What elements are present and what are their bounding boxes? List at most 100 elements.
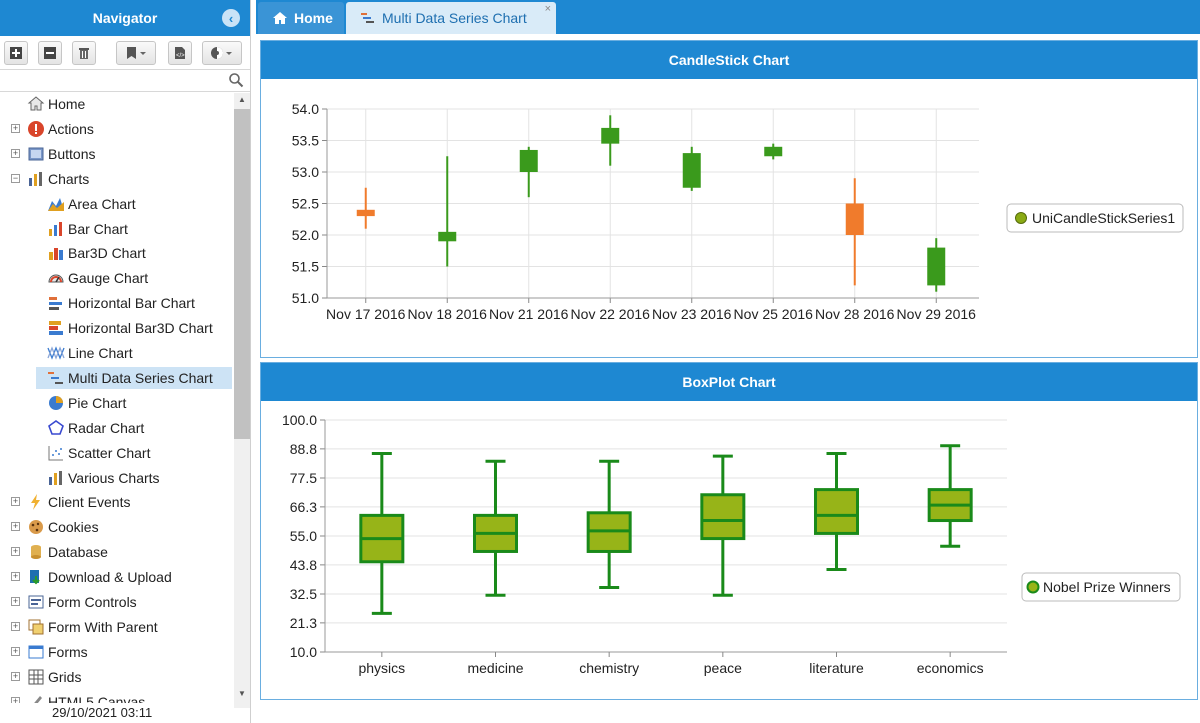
expand-toggle-icon[interactable]: + <box>11 670 20 681</box>
boxplot-panel: BoxPlot Chart 10.0 21.3 32.5 43.8 55.0 66.3 77… <box>260 362 1198 700</box>
expand-toggle-icon[interactable]: + <box>11 122 20 133</box>
line-chart-icon <box>47 344 65 362</box>
y-tick-label: 32.5 <box>290 586 317 602</box>
expand-toggle-icon[interactable]: + <box>11 645 20 656</box>
y-tick-label: 54.0 <box>292 101 319 117</box>
y-tick-label: 52.0 <box>292 227 319 243</box>
tree-item-form-with-parent[interactable]: Form With Parent <box>27 616 158 638</box>
delete-button[interactable] <box>72 41 96 65</box>
navigator-panel: Navigator ‹ </> Home + Actions + Buttons − Cha… <box>0 0 250 723</box>
home-icon <box>273 12 287 24</box>
tree-item-bar3d-chart[interactable]: Bar3D Chart <box>47 242 146 264</box>
tab-multi-data-series-chart[interactable]: Multi Data Series Chart × <box>346 2 556 34</box>
tree-item-forms[interactable]: Forms <box>27 641 88 663</box>
expand-toggle-icon[interactable]: + <box>11 546 20 557</box>
plus-square-icon <box>10 47 22 59</box>
expand-toggle-icon[interactable]: + <box>11 620 20 631</box>
x-tick-label: Nov 28 2016 <box>815 306 895 322</box>
tree-item-label: Buttons <box>48 145 96 162</box>
forms-icon <box>27 643 45 661</box>
collapse-toggle-icon[interactable]: − <box>11 172 20 183</box>
legend-marker <box>1026 580 1040 594</box>
tab-close-icon[interactable]: × <box>544 3 551 15</box>
tree-item-grids[interactable]: Grids <box>27 666 81 688</box>
expand-toggle-icon[interactable]: + <box>11 571 20 582</box>
tree-item-various-charts[interactable]: Various Charts <box>47 467 160 489</box>
search-icon[interactable] <box>228 72 244 88</box>
box-iqr <box>700 493 746 541</box>
expand-toggle-icon[interactable]: + <box>11 147 20 158</box>
tree-item-area-chart[interactable]: Area Chart <box>47 193 136 215</box>
boxplot-chart: 10.0 21.3 32.5 43.8 55.0 66.3 77.5 88.8 100.0 phy… <box>282 412 1181 676</box>
y-tick-label: 55.0 <box>290 528 317 544</box>
svg-text:</>: </> <box>176 53 185 59</box>
scroll-up-icon[interactable]: ▲ <box>238 95 246 104</box>
tree-item-label: Database <box>48 544 108 561</box>
tree-item-radar-chart[interactable]: Radar Chart <box>47 417 144 439</box>
expand-toggle-icon[interactable]: + <box>11 521 20 532</box>
tree-item-form-controls[interactable]: Form Controls <box>27 591 137 613</box>
expand-all-button[interactable] <box>4 41 28 65</box>
area-chart-icon <box>47 195 65 213</box>
tree-item-client-events[interactable]: Client Events <box>27 491 130 513</box>
tree-item-home[interactable]: Home <box>27 93 85 115</box>
scrollbar-thumb[interactable] <box>234 109 250 439</box>
navigator-toolbar: </> <box>0 36 250 70</box>
tree-scrollbar[interactable]: ▲ ▼ <box>234 93 250 708</box>
x-tick-label: chemistry <box>579 660 639 676</box>
panel-splitter[interactable] <box>250 0 256 723</box>
tree-item-line-chart[interactable]: Line Chart <box>47 342 133 364</box>
view-source-button[interactable]: </> <box>168 41 192 65</box>
x-tick-label: physics <box>358 660 405 676</box>
box-iqr <box>814 488 859 535</box>
tree-item-database[interactable]: Database <box>27 541 108 563</box>
tree-item-label: Horizontal Bar3D Chart <box>68 320 213 337</box>
y-tick-label: 100.0 <box>282 412 317 428</box>
expand-toggle-icon[interactable]: + <box>11 496 20 507</box>
tree-item-cookies[interactable]: Cookies <box>27 516 99 538</box>
candle-body <box>845 203 864 235</box>
tree-item-buttons[interactable]: Buttons <box>27 143 95 165</box>
x-tick-label: Nov 17 2016 <box>326 306 406 322</box>
bookmark-dropdown-button[interactable] <box>116 41 156 65</box>
navigator-status-date: 29/10/2021 03:11 <box>0 703 234 723</box>
box-chemistry <box>586 459 632 590</box>
tree-item-download-upload[interactable]: Download & Upload <box>27 566 172 588</box>
tree-item-bar-chart[interactable]: Bar Chart <box>47 218 128 240</box>
tree-item-label: Bar Chart <box>68 220 128 237</box>
box-medicine <box>473 459 518 597</box>
tab-home[interactable]: Home <box>258 2 344 34</box>
tree-item-scatter-chart[interactable]: Scatter Chart <box>47 442 150 464</box>
candlestick-panel: CandleStick Chart 51.0 51.5 52.0 52.5 53.0 53… <box>260 40 1198 358</box>
radar-chart-icon <box>47 419 65 437</box>
y-tick-label: 52.5 <box>292 196 319 212</box>
tree-item-charts[interactable]: Charts <box>27 168 89 190</box>
tab-multi-label: Multi Data Series Chart <box>382 10 527 26</box>
hbar3d-chart-icon <box>47 319 65 337</box>
tree-item-label: Bar3D Chart <box>68 245 146 262</box>
tree-item-pie-chart[interactable]: Pie Chart <box>47 392 126 414</box>
tree-item-label: Multi Data Series Chart <box>68 369 213 386</box>
tree-item-label: Horizontal Bar Chart <box>68 295 195 312</box>
x-tick-label: Nov 18 2016 <box>408 306 488 322</box>
tree-item-actions[interactable]: Actions <box>27 118 94 140</box>
scroll-down-icon[interactable]: ▼ <box>238 689 246 698</box>
tree-item-gauge-chart[interactable]: Gauge Chart <box>47 267 148 289</box>
gauge-chart-icon <box>47 269 65 287</box>
box-peace <box>700 454 746 597</box>
tree-item-label: Cookies <box>48 519 99 536</box>
form-parent-icon <box>27 618 45 636</box>
collapse-left-icon[interactable]: ‹ <box>222 9 240 27</box>
box-physics <box>359 452 405 615</box>
tree-item-label: Various Charts <box>68 469 160 486</box>
candle-body <box>356 209 375 217</box>
navigator-search-field[interactable] <box>0 70 250 92</box>
x-tick-label: literature <box>809 660 864 676</box>
boxplot-chart-title: BoxPlot Chart <box>261 363 1197 401</box>
tree-item-horizontal-bar3d-chart[interactable]: Horizontal Bar3D Chart <box>47 317 213 339</box>
tree-item-horizontal-bar-chart[interactable]: Horizontal Bar Chart <box>47 292 195 314</box>
expand-toggle-icon[interactable]: + <box>11 596 20 606</box>
collapse-all-button[interactable] <box>38 41 62 65</box>
theme-dropdown-button[interactable] <box>202 41 242 65</box>
tree-item-multi-data-series-chart[interactable]: Multi Data Series Chart <box>36 366 232 389</box>
